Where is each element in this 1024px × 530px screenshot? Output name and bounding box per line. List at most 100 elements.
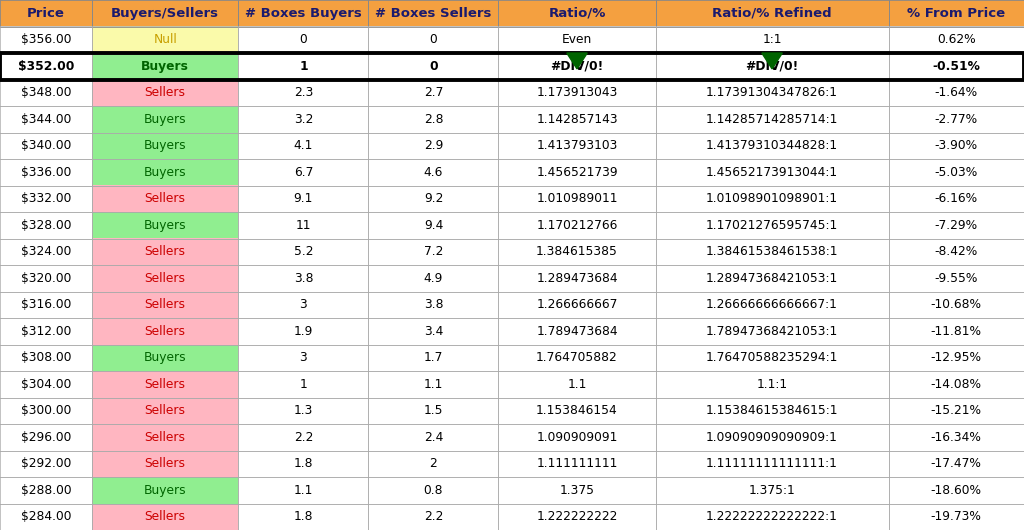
Text: 11: 11 — [296, 219, 311, 232]
Text: 1.456521739: 1.456521739 — [537, 166, 617, 179]
Bar — [889, 26, 1024, 53]
Text: Sellers: Sellers — [144, 404, 185, 417]
Text: $316.00: $316.00 — [20, 298, 72, 311]
Text: Buyers: Buyers — [144, 139, 186, 152]
Text: # Boxes Buyers: # Boxes Buyers — [245, 7, 361, 20]
Bar — [92, 344, 239, 371]
Bar — [369, 504, 499, 530]
Bar — [655, 292, 889, 318]
Text: 9.1: 9.1 — [294, 192, 313, 205]
Text: 1.01098901098901:1: 1.01098901098901:1 — [706, 192, 838, 205]
Bar — [369, 318, 499, 344]
Text: Buyers: Buyers — [144, 113, 186, 126]
Bar — [239, 212, 369, 238]
Text: -16.34%: -16.34% — [931, 431, 982, 444]
Bar — [239, 504, 369, 530]
Bar — [369, 344, 499, 371]
Text: 2.2: 2.2 — [294, 431, 313, 444]
Bar — [889, 371, 1024, 398]
Bar — [239, 186, 369, 212]
Bar — [889, 132, 1024, 159]
Text: Sellers: Sellers — [144, 325, 185, 338]
Bar — [499, 318, 655, 344]
Bar — [655, 344, 889, 371]
Text: 1.17021276595745:1: 1.17021276595745:1 — [706, 219, 839, 232]
Bar — [92, 318, 239, 344]
Bar — [0, 106, 92, 132]
Bar — [499, 398, 655, 424]
Text: 2.3: 2.3 — [294, 86, 313, 99]
Bar — [499, 371, 655, 398]
Bar — [889, 238, 1024, 265]
Text: 1.413793103: 1.413793103 — [537, 139, 617, 152]
Bar — [889, 0, 1024, 26]
Text: 1.15384615384615:1: 1.15384615384615:1 — [706, 404, 839, 417]
Bar — [239, 132, 369, 159]
Text: Buyers: Buyers — [144, 166, 186, 179]
Bar — [655, 318, 889, 344]
Text: 1.1: 1.1 — [294, 484, 313, 497]
Text: Sellers: Sellers — [144, 245, 185, 258]
Text: 1.789473684: 1.789473684 — [537, 325, 617, 338]
Bar — [0, 212, 92, 238]
Text: -17.47%: -17.47% — [931, 457, 982, 470]
Text: 1.173913043: 1.173913043 — [537, 86, 617, 99]
Bar — [0, 398, 92, 424]
Bar — [889, 344, 1024, 371]
Bar — [655, 238, 889, 265]
Text: 1.26666666666667:1: 1.26666666666667:1 — [707, 298, 838, 311]
Bar — [92, 26, 239, 53]
Text: 1.010989011: 1.010989011 — [537, 192, 617, 205]
Bar — [499, 159, 655, 186]
Bar — [0, 80, 92, 106]
Text: -3.90%: -3.90% — [935, 139, 978, 152]
Bar — [239, 318, 369, 344]
Text: $320.00: $320.00 — [20, 272, 72, 285]
Bar — [499, 186, 655, 212]
Text: $300.00: $300.00 — [20, 404, 72, 417]
Bar — [889, 450, 1024, 477]
Bar — [0, 265, 92, 292]
Text: Buyers: Buyers — [141, 60, 189, 73]
Text: 1.375: 1.375 — [559, 484, 595, 497]
Bar — [239, 159, 369, 186]
Text: -5.03%: -5.03% — [935, 166, 978, 179]
Text: $304.00: $304.00 — [20, 378, 72, 391]
Text: Null: Null — [154, 33, 177, 46]
Bar — [889, 159, 1024, 186]
Bar — [499, 238, 655, 265]
Bar — [889, 186, 1024, 212]
Text: 1.1:1: 1.1:1 — [757, 378, 787, 391]
Bar — [0, 26, 92, 53]
Text: 2.4: 2.4 — [424, 431, 443, 444]
Text: 4.6: 4.6 — [424, 166, 443, 179]
Text: $336.00: $336.00 — [20, 166, 72, 179]
Bar — [499, 212, 655, 238]
Text: 0: 0 — [429, 60, 437, 73]
Bar — [92, 504, 239, 530]
Bar — [239, 477, 369, 503]
Bar — [655, 80, 889, 106]
Bar — [369, 424, 499, 450]
Text: $312.00: $312.00 — [20, 325, 72, 338]
Bar — [499, 106, 655, 132]
Text: 1.9: 1.9 — [294, 325, 313, 338]
Bar — [655, 106, 889, 132]
Bar — [239, 265, 369, 292]
Bar — [655, 371, 889, 398]
Text: $308.00: $308.00 — [20, 351, 72, 364]
Bar — [92, 265, 239, 292]
Text: 1.11111111111111:1: 1.11111111111111:1 — [707, 457, 838, 470]
Text: -1.64%: -1.64% — [935, 86, 978, 99]
Text: 3.8: 3.8 — [294, 272, 313, 285]
Text: 1.222222222: 1.222222222 — [537, 510, 617, 523]
Bar — [499, 292, 655, 318]
Bar — [369, 450, 499, 477]
Text: 1.289473684: 1.289473684 — [537, 272, 617, 285]
Text: $332.00: $332.00 — [20, 192, 72, 205]
Text: 7.2: 7.2 — [424, 245, 443, 258]
Text: 3.8: 3.8 — [424, 298, 443, 311]
Bar — [92, 424, 239, 450]
Bar — [369, 159, 499, 186]
Bar — [92, 212, 239, 238]
